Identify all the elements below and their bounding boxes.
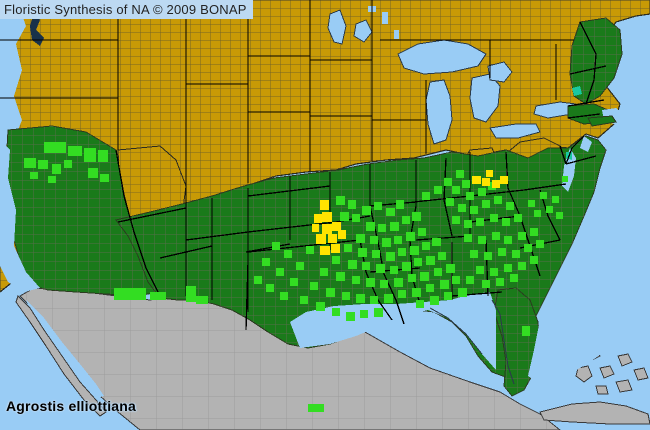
gulf-of-mexico	[290, 292, 496, 370]
puget-sound	[30, 12, 44, 46]
map-title-text: Floristic Synthesis of NA © 2009 BONAP	[4, 2, 247, 17]
delaware-bay	[580, 136, 592, 152]
california-coast-water	[0, 140, 40, 292]
northern-state-borders	[0, 0, 650, 186]
mexico-county-texture	[20, 288, 560, 430]
cuba-landmass	[539, 401, 650, 425]
lake-superior	[397, 39, 487, 75]
rare-counties-layer	[312, 170, 508, 255]
long-island	[587, 115, 617, 127]
great-lakes	[327, 9, 577, 145]
baja-peninsula	[15, 295, 107, 417]
pacific-coastline	[0, 0, 26, 150]
lake-winnipeg	[327, 9, 347, 45]
lake-erie	[489, 123, 541, 139]
florida-county-texture	[494, 288, 540, 396]
gold-county-texture	[0, 0, 650, 292]
lake-michigan	[425, 79, 453, 145]
coastline-detail	[429, 299, 515, 385]
gulf-of-california	[26, 300, 104, 398]
outside-area-landmass	[15, 287, 650, 430]
lake-of-the-woods	[353, 19, 373, 43]
species-name-label: Agrostis elliottiana	[6, 398, 137, 414]
map-title-band: Floristic Synthesis of NA © 2009 BONAP	[0, 0, 253, 19]
atlantic-coastline	[528, 140, 650, 384]
present-counties-layer	[24, 142, 568, 412]
